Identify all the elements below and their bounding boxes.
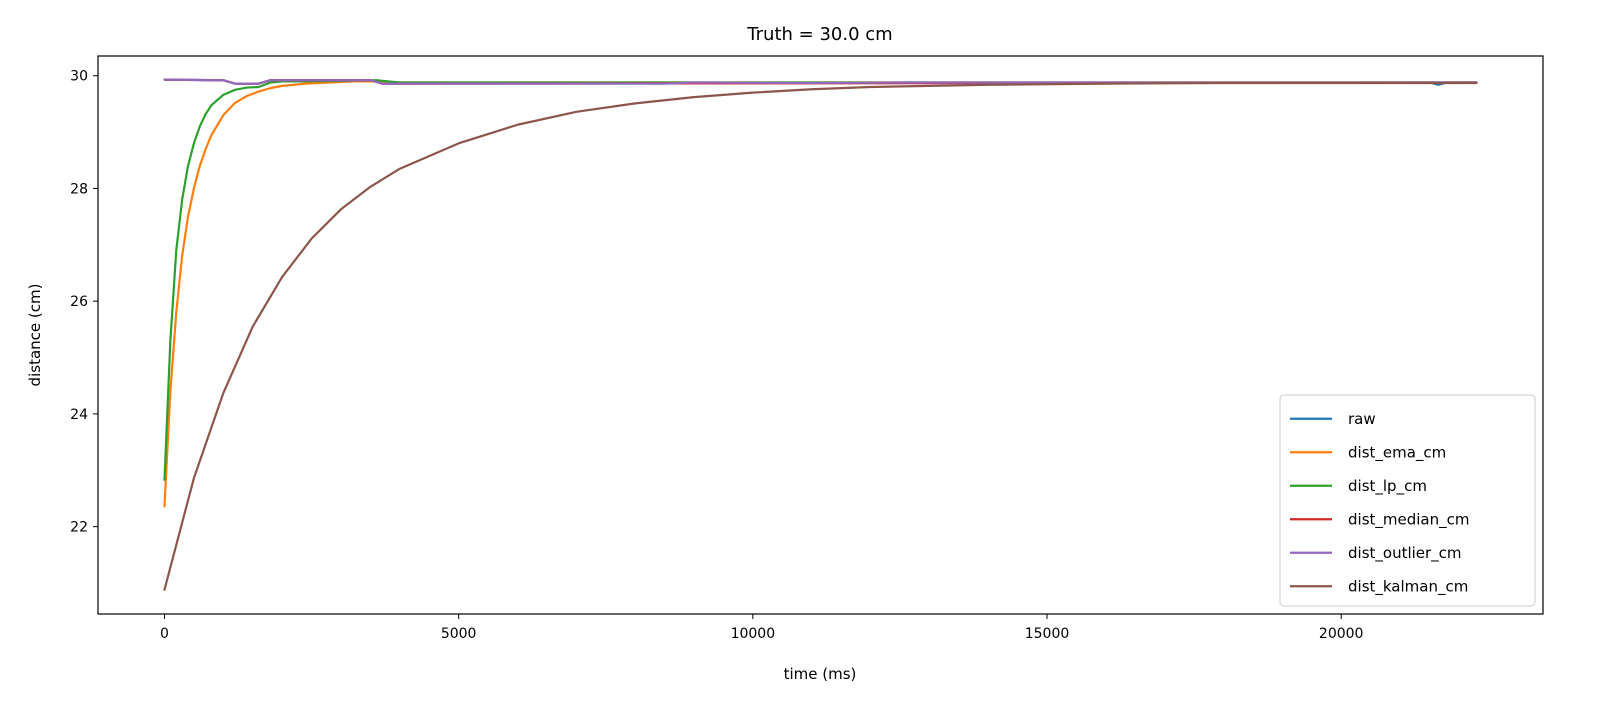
series-line-dist-outlier-cm bbox=[163, 78, 1478, 85]
legend: raw dist_ema_cm dist_lp_cm dist_median_cmdi… bbox=[1279, 394, 1536, 607]
y-axis-ticks: 22 24 26 28 30 bbox=[70, 69, 98, 536]
y-tick-label: 22 bbox=[70, 520, 88, 536]
series-line-dist-kalman-cm bbox=[163, 81, 1478, 591]
plot-frame bbox=[97, 55, 1544, 615]
legend-box bbox=[1279, 394, 1536, 607]
legend-label: dist_ema_cm bbox=[1348, 443, 1446, 462]
x-tick-label: 5000 bbox=[441, 626, 477, 642]
y-tick-label: 28 bbox=[70, 181, 88, 197]
x-axis-ticks: 0 5000 10000 15000 20000 bbox=[160, 614, 1363, 642]
legend-label: dist_lp_cm bbox=[1348, 477, 1427, 496]
x-tick-label: 20000 bbox=[1319, 626, 1364, 642]
legend-label: dist_outlier_cm bbox=[1348, 544, 1462, 563]
y-tick-label: 26 bbox=[70, 294, 88, 310]
y-tick-label: 24 bbox=[70, 407, 88, 423]
y-axis-label: distance (cm) bbox=[26, 284, 44, 387]
x-tick-label: 15000 bbox=[1025, 626, 1070, 642]
legend-label: dist_median_cm bbox=[1348, 510, 1469, 529]
x-tick-label: 0 bbox=[160, 626, 169, 642]
legend-label: raw bbox=[1348, 410, 1376, 428]
series-layer bbox=[163, 78, 1478, 591]
chart-title: Truth = 30.0 cm bbox=[746, 24, 892, 45]
y-tick-label: 30 bbox=[70, 69, 88, 85]
x-axis-label: time (ms) bbox=[784, 665, 857, 683]
legend-label: dist_kalman_cm bbox=[1348, 577, 1468, 596]
x-tick-label: 10000 bbox=[731, 626, 776, 642]
series-line-dist-lp-cm bbox=[163, 79, 1478, 481]
